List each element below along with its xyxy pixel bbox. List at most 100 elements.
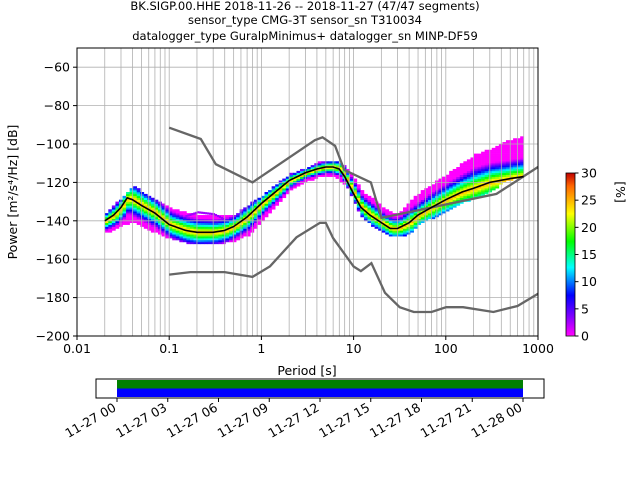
psd-density-cell xyxy=(218,232,223,235)
psd-density-cell xyxy=(182,224,187,227)
psd-density-cell xyxy=(449,178,454,181)
psd-density-cell xyxy=(314,167,319,170)
x-axis-ticks: 0.01 0.1 1 10 100 1000 xyxy=(63,336,554,356)
psd-density-cell xyxy=(463,180,468,183)
psd-density-cell xyxy=(399,222,404,225)
psd-density-cell xyxy=(232,230,237,233)
psd-density-cell xyxy=(491,163,496,166)
psd-density-cell xyxy=(385,213,390,216)
psd-density-cell xyxy=(161,205,166,208)
psd-density-cell xyxy=(122,203,127,206)
psd-density-cell xyxy=(495,147,500,151)
psd-density-cell xyxy=(154,201,159,204)
psd-density-cell xyxy=(509,140,514,143)
y-axis-ticks: −200−180−160−140−120−100−80−60 xyxy=(36,60,77,344)
psd-density-cell xyxy=(221,236,226,239)
psd-density-cell xyxy=(399,218,404,222)
psd-density-cell xyxy=(133,195,138,199)
psd-density-cell xyxy=(175,238,180,241)
psd-density-cell xyxy=(445,199,450,202)
psd-density-cell xyxy=(363,203,368,206)
psd-density-cell xyxy=(221,220,226,224)
psd-density-cell xyxy=(463,178,468,181)
psd-density-cell xyxy=(331,161,336,164)
psd-density-cell xyxy=(513,142,517,145)
psd-density-cell xyxy=(438,188,443,191)
y-tick-label: −120 xyxy=(36,175,70,190)
psd-density-cell xyxy=(185,215,188,218)
psd-density-cell xyxy=(186,216,191,220)
psd-density-cell xyxy=(179,236,184,239)
psd-density-cell xyxy=(339,178,343,181)
psd-density-cell xyxy=(257,218,262,222)
psd-density-cell xyxy=(498,167,503,170)
psd-density-cell xyxy=(207,216,212,220)
psd-density-cell xyxy=(505,157,510,160)
psd-density-cell xyxy=(353,201,358,204)
psd-density-cell xyxy=(143,218,148,222)
psd-density-cell xyxy=(417,199,422,202)
psd-density-cell xyxy=(505,174,510,177)
psd-density-cell xyxy=(399,228,404,231)
psd-density-cell xyxy=(516,144,521,147)
psd-density-cell xyxy=(179,215,184,218)
psd-density-cell xyxy=(481,170,485,174)
psd-density-cell xyxy=(172,230,177,233)
psd-density-cell xyxy=(417,216,422,220)
psd-density-cell xyxy=(339,165,343,168)
psd-density-cell xyxy=(165,211,169,214)
psd-density-cell xyxy=(300,174,304,177)
psd-density-cell xyxy=(491,161,496,164)
psd-density-cell xyxy=(367,201,372,204)
psd-density-cell xyxy=(402,220,407,224)
psd-density-cell xyxy=(165,234,169,237)
psd-density-cell xyxy=(466,170,471,174)
psd-density-cell xyxy=(360,201,365,204)
psd-density-cell xyxy=(126,220,130,224)
psd-density-cell xyxy=(470,193,475,197)
psd-density-cell xyxy=(147,226,152,229)
psd-density-cell xyxy=(310,174,315,177)
psd-density-cell xyxy=(172,234,177,237)
psd-density-cell xyxy=(229,222,233,225)
psd-density-cell xyxy=(438,186,443,189)
y-tick-label: −180 xyxy=(36,290,70,305)
psd-density-cell xyxy=(335,176,340,179)
psd-density-cell xyxy=(466,172,471,176)
psd-density-cell xyxy=(186,240,191,243)
psd-density-cell xyxy=(516,151,521,154)
y-tick-label: −160 xyxy=(36,252,70,267)
psd-density-cell xyxy=(339,174,343,177)
psd-density-cell xyxy=(229,220,233,224)
psd-density-cell xyxy=(363,213,368,216)
psd-density-cell xyxy=(197,211,200,214)
psd-density-cell xyxy=(477,167,482,170)
psd-density-cell xyxy=(442,178,446,181)
psd-density-cell xyxy=(260,213,265,216)
psd-density-cell xyxy=(136,203,141,206)
psd-density-cell xyxy=(402,230,407,233)
psd-density-cell xyxy=(474,192,478,195)
psd-density-cell xyxy=(513,172,517,176)
psd-density-cell xyxy=(520,136,525,139)
psd-density-cell xyxy=(292,174,297,177)
psd-density-cell xyxy=(143,226,148,229)
psd-density-cell xyxy=(108,224,113,227)
psd-density-cell xyxy=(424,215,429,218)
psd-density-cell xyxy=(481,193,485,197)
psd-density-cell xyxy=(520,155,525,158)
psd-density-cell xyxy=(182,218,187,222)
psd-density-cell xyxy=(136,190,141,193)
psd-density-cell xyxy=(154,209,159,212)
psd-density-cell xyxy=(172,228,177,231)
psd-density-cell xyxy=(491,184,496,187)
psd-density-cell xyxy=(246,205,251,208)
psd-density-cell xyxy=(264,207,269,210)
psd-density-cell xyxy=(143,205,148,208)
psd-density-cell xyxy=(214,228,219,231)
psd-density-cell xyxy=(452,186,457,189)
psd-density-cell xyxy=(463,197,468,200)
psd-density-cell xyxy=(246,222,251,225)
psd-density-cell xyxy=(150,207,155,210)
psd-density-cell xyxy=(491,172,496,176)
